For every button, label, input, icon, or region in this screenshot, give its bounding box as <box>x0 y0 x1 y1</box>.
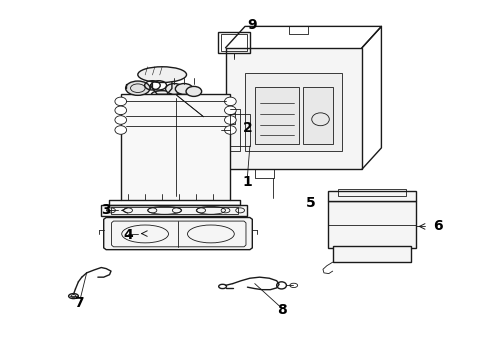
Bar <box>255 87 298 144</box>
Bar <box>111 207 238 214</box>
Ellipse shape <box>151 91 173 98</box>
Ellipse shape <box>115 106 126 114</box>
Text: 7: 7 <box>74 296 84 310</box>
Bar <box>338 189 406 196</box>
Text: 8: 8 <box>277 303 287 318</box>
Text: 9: 9 <box>247 18 257 32</box>
Polygon shape <box>104 217 252 249</box>
Ellipse shape <box>224 106 236 114</box>
Bar <box>218 32 250 53</box>
Bar <box>225 48 362 169</box>
Ellipse shape <box>166 84 183 94</box>
Bar <box>328 191 416 202</box>
Ellipse shape <box>138 67 187 82</box>
Text: 1: 1 <box>243 175 252 189</box>
Bar <box>333 246 411 262</box>
Bar <box>121 94 230 200</box>
Ellipse shape <box>115 126 126 134</box>
Ellipse shape <box>125 81 150 95</box>
Ellipse shape <box>224 126 236 134</box>
Bar <box>220 33 247 51</box>
Ellipse shape <box>175 84 193 94</box>
Bar <box>230 114 250 146</box>
Bar <box>328 202 416 248</box>
Ellipse shape <box>224 97 236 106</box>
Text: 3: 3 <box>101 203 111 217</box>
Text: 4: 4 <box>123 228 133 242</box>
Ellipse shape <box>115 97 126 106</box>
Bar <box>203 110 235 123</box>
Ellipse shape <box>224 116 236 124</box>
Ellipse shape <box>115 116 126 124</box>
Polygon shape <box>101 205 247 216</box>
Bar <box>245 73 343 152</box>
Text: 5: 5 <box>306 196 316 210</box>
Bar <box>303 87 333 144</box>
Text: 6: 6 <box>433 220 442 233</box>
Ellipse shape <box>186 86 202 96</box>
Text: 2: 2 <box>243 121 252 135</box>
